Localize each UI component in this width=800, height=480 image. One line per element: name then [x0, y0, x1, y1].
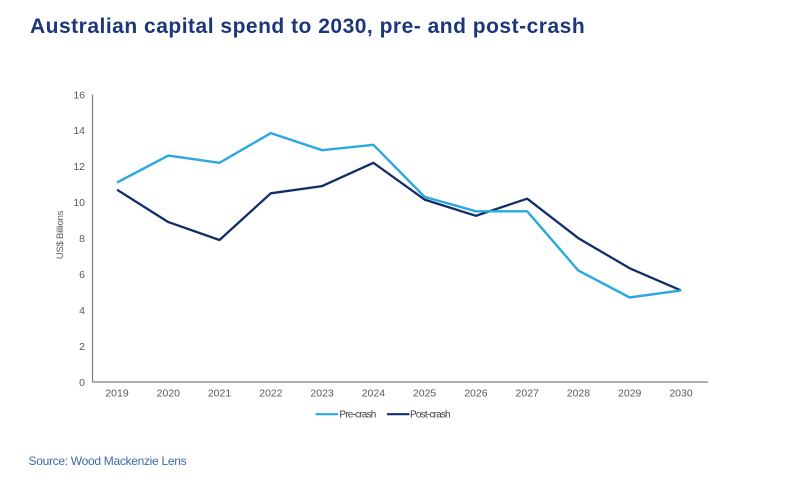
svg-text:Pre-crash: Pre-crash: [339, 410, 375, 421]
svg-text:2022: 2022: [259, 388, 283, 400]
svg-text:0: 0: [79, 377, 85, 389]
svg-text:US$ Billions: US$ Billions: [55, 210, 66, 259]
svg-text:Post-crash: Post-crash: [410, 410, 450, 421]
svg-text:2029: 2029: [618, 388, 642, 400]
svg-text:2030: 2030: [669, 388, 693, 400]
svg-text:16: 16: [73, 89, 85, 101]
svg-text:2024: 2024: [362, 388, 386, 400]
svg-text:10: 10: [73, 197, 85, 209]
svg-text:8: 8: [79, 233, 85, 245]
svg-text:2020: 2020: [157, 388, 181, 400]
svg-text:12: 12: [73, 161, 85, 173]
svg-text:2025: 2025: [413, 388, 437, 400]
svg-text:14: 14: [73, 125, 85, 137]
svg-text:2: 2: [79, 341, 85, 353]
svg-text:2026: 2026: [464, 388, 488, 400]
svg-text:4: 4: [79, 305, 85, 317]
svg-text:6: 6: [79, 269, 85, 281]
svg-text:2027: 2027: [516, 388, 540, 400]
svg-text:2023: 2023: [310, 388, 334, 400]
svg-text:2028: 2028: [567, 388, 591, 400]
svg-text:2019: 2019: [105, 388, 129, 400]
svg-text:2021: 2021: [208, 388, 232, 400]
